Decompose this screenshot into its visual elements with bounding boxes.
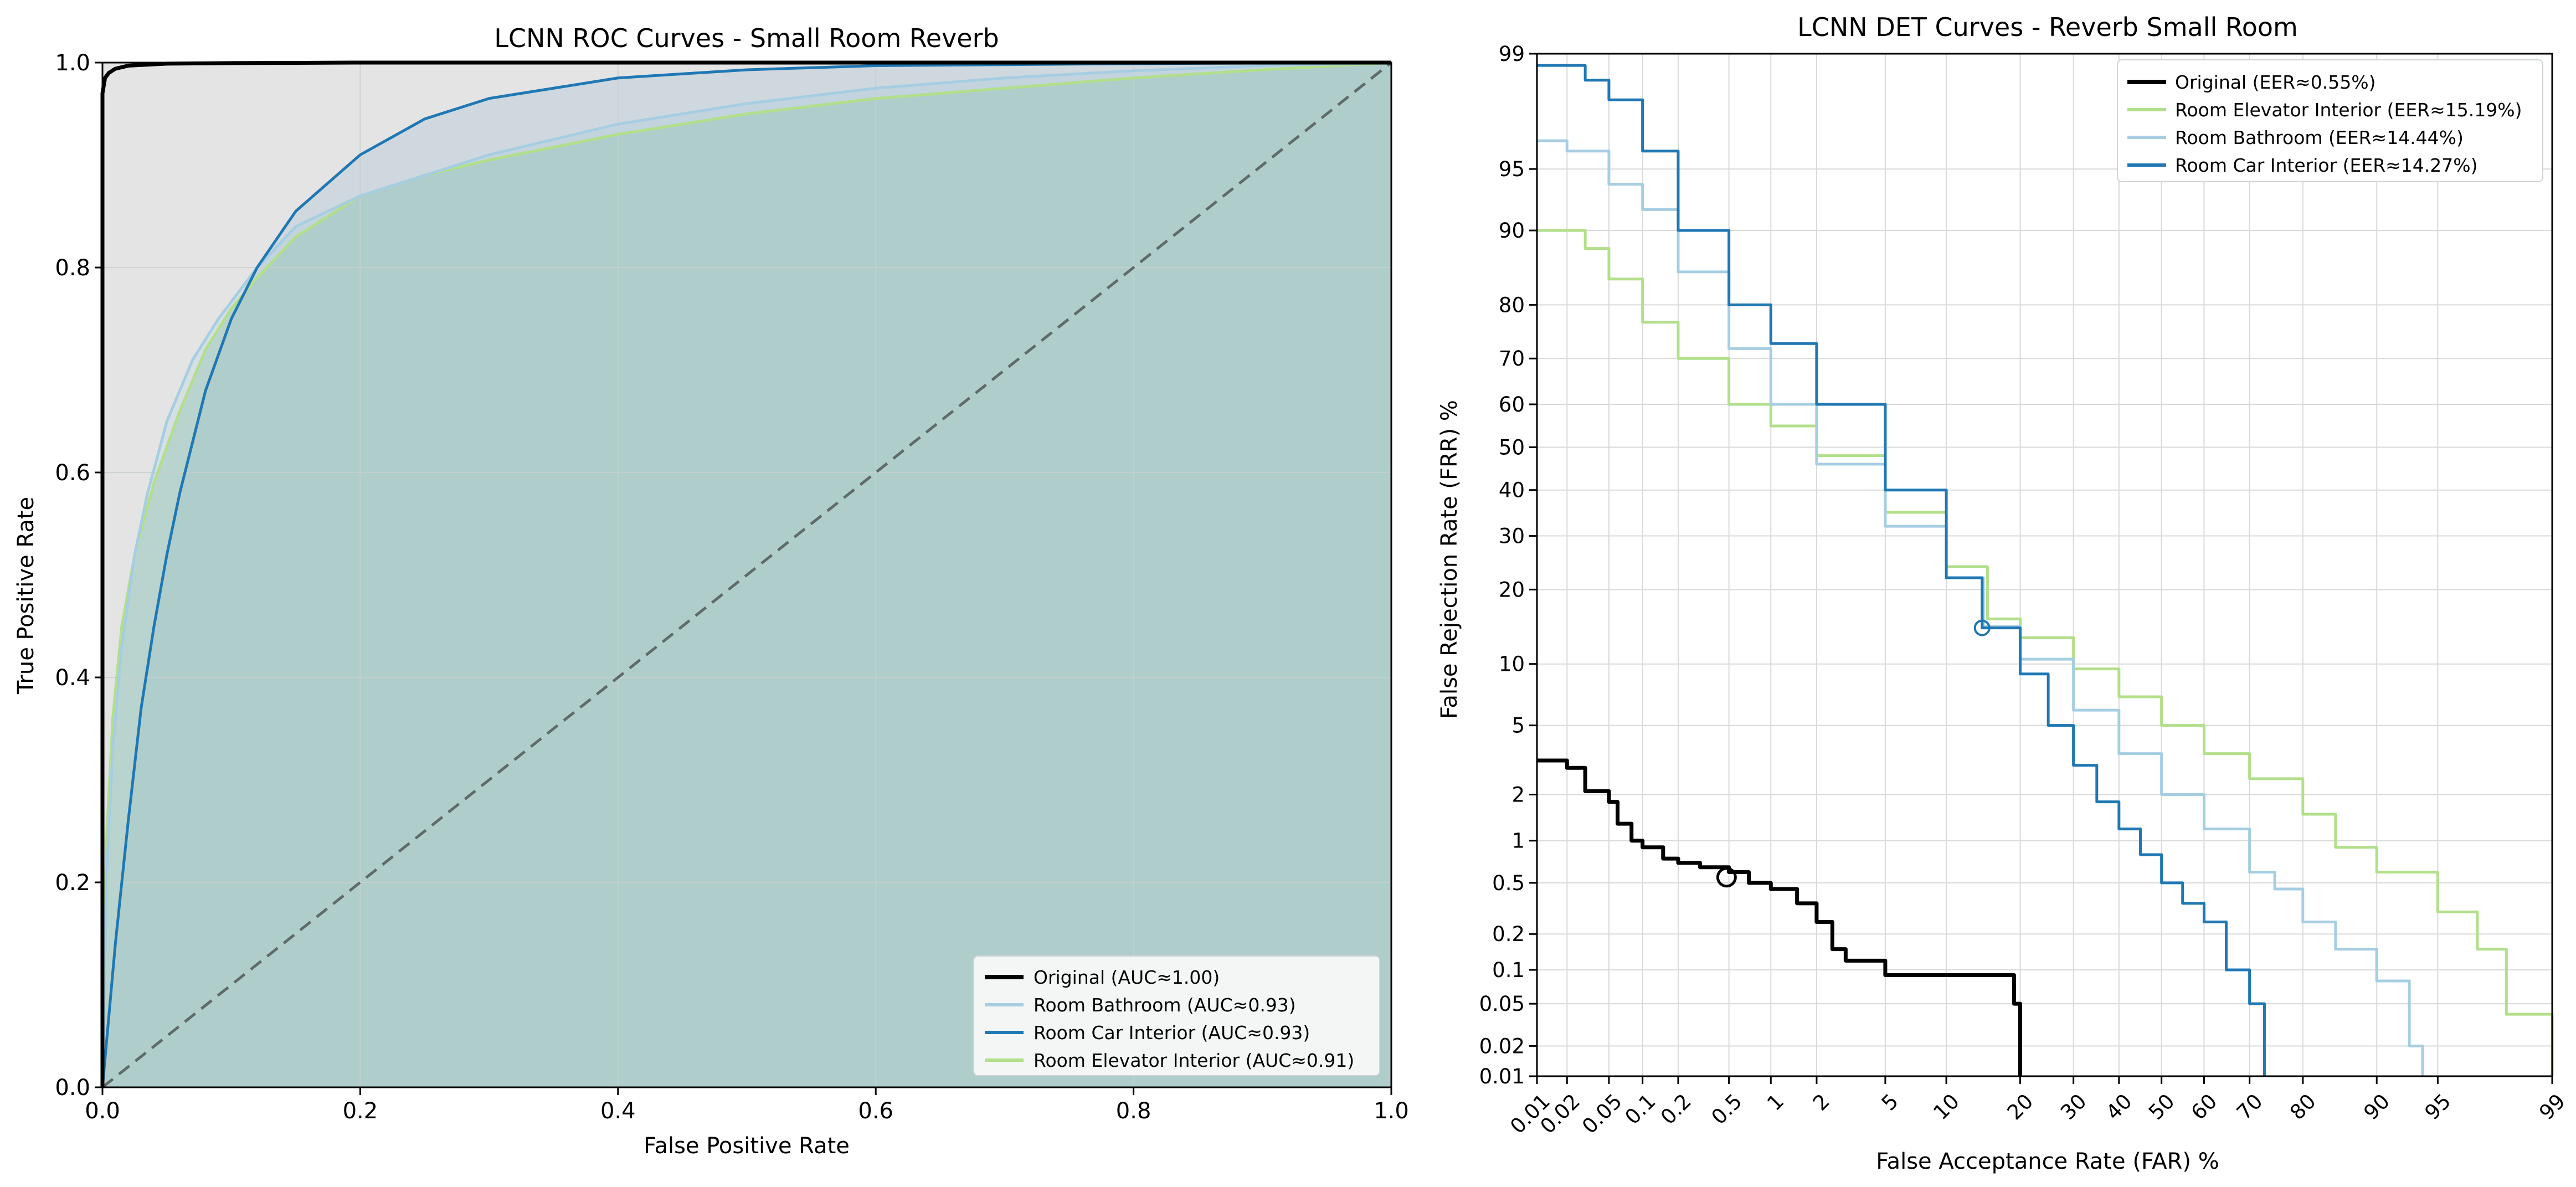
det-axes-frame xyxy=(1536,53,2553,1077)
det-ytick-label: 2 xyxy=(1511,783,1525,806)
det-xtick-label: 2 xyxy=(1808,1090,1834,1116)
det-series-line-0 xyxy=(1537,758,2022,1076)
det-ytick-label: 90 xyxy=(1499,219,1525,243)
det-ytick-label: 1 xyxy=(1511,829,1525,853)
roc-legend-label: Original (AUC≈1.00) xyxy=(1034,967,1220,988)
det-xtick-label: 0.1 xyxy=(1621,1090,1660,1129)
det-xtick-label: 50 xyxy=(2144,1090,2179,1125)
det-series-line-3 xyxy=(1537,64,2266,1076)
roc-xtick-label: 1.0 xyxy=(1374,1098,1409,1124)
roc-series-line-1 xyxy=(101,61,1392,1088)
roc-xtick-label: 0.8 xyxy=(1116,1098,1151,1124)
roc-xtick-label: 0.4 xyxy=(600,1098,636,1124)
roc-xtick-label: 0.0 xyxy=(85,1098,120,1124)
det-legend-label: Room Car Interior (EER≈14.27%) xyxy=(2175,155,2478,176)
det-ytick-label: 60 xyxy=(1499,393,1525,417)
roc-xtick-label: 0.2 xyxy=(343,1098,378,1124)
det-plot-area: 0.010.020.050.10.2 0.5 1 2 5 10 20 30 40 50 60 70 80… xyxy=(1479,42,2570,1138)
det-ytick-label: 30 xyxy=(1499,524,1525,548)
det-ytick-label: 70 xyxy=(1499,347,1525,371)
det-title: LCNN DET Curves - Reverb Small Room xyxy=(1797,12,2298,42)
det-ytick-label: 0.05 xyxy=(1479,992,1525,1016)
roc-legend-label: Room Elevator Interior (AUC≈0.91) xyxy=(1034,1050,1354,1071)
det-ytick-label: 0.1 xyxy=(1492,958,1525,982)
det-xtick-label: 99 xyxy=(2534,1090,2570,1125)
det-ytick-label: 0.5 xyxy=(1492,871,1525,895)
det-xtick-label: 5 xyxy=(1877,1090,1903,1116)
det-xtick-label: 70 xyxy=(2232,1090,2268,1125)
det-ytick-label: 40 xyxy=(1499,479,1525,502)
det-xtick-label: 90 xyxy=(2359,1090,2394,1125)
det-ytick-label: 0.01 xyxy=(1479,1065,1525,1088)
roc-ytick-label: 0.6 xyxy=(55,460,90,486)
roc-ytick-label: 0.8 xyxy=(55,255,90,281)
det-ytick-label: 95 xyxy=(1499,157,1525,181)
det-ytick-label: 80 xyxy=(1499,293,1525,317)
roc-legend-label: Room Bathroom (AUC≈0.93) xyxy=(1034,994,1296,1016)
roc-xtick-label: 0.6 xyxy=(858,1098,893,1124)
det-xtick-label: 40 xyxy=(2101,1090,2137,1125)
det-legend-label: Original (EER≈0.55%) xyxy=(2175,71,2376,93)
det-xlabel: False Acceptance Rate (FAR) % xyxy=(1876,1149,2219,1174)
det-ytick-label: 10 xyxy=(1499,652,1525,676)
det-xtick-label: 0.05 xyxy=(1577,1090,1627,1139)
roc-chance-line xyxy=(101,61,1392,1088)
det-xtick-label: 60 xyxy=(2187,1090,2222,1125)
det-xtick-label: 30 xyxy=(2056,1090,2091,1125)
roc-xlabel: False Positive Rate xyxy=(644,1133,850,1159)
det-xtick-label: 0.2 xyxy=(1656,1090,1696,1129)
det-ytick-label: 0.02 xyxy=(1479,1034,1525,1058)
det-legend-label: Room Bathroom (EER≈14.44%) xyxy=(2175,127,2464,148)
det-ytick-label: 5 xyxy=(1511,714,1525,738)
det-ylabel: False Rejection Rate (FRR) % xyxy=(1437,400,1462,719)
roc-series-line-3 xyxy=(101,61,1392,1088)
det-eer-marker-original xyxy=(1716,867,1737,888)
det-ytick-label: 20 xyxy=(1499,578,1525,602)
det-legend-label: Room Elevator Interior (EER≈15.19%) xyxy=(2175,99,2522,121)
roc-ytick-label: 0.4 xyxy=(55,665,90,691)
roc-series-line-2 xyxy=(101,61,1392,1088)
roc-ytick-label: 1.0 xyxy=(55,50,90,76)
roc-axes-frame xyxy=(101,61,1392,1088)
det-legend xyxy=(2117,59,2543,182)
roc-legend xyxy=(973,955,1380,1076)
roc-ytick-label: 0.2 xyxy=(55,870,90,896)
det-ytick-label: 0.2 xyxy=(1492,922,1525,946)
det-xtick-label: 80 xyxy=(2285,1090,2321,1125)
roc-legend-label: Room Car Interior (AUC≈0.93) xyxy=(1034,1022,1310,1044)
det-xtick-label: 20 xyxy=(2003,1090,2038,1125)
det-xtick-label: 10 xyxy=(1929,1090,1964,1125)
roc-ytick-label: 0.0 xyxy=(55,1075,90,1101)
det-chart: LCNN DET Curves - Reverb Small Room 0.01… xyxy=(1437,12,2570,1174)
roc-plot-area: 0.0 0.2 0.4 0.6 0.8 1.0 0.0 0.2 0.4 0.6 0.8 1.0 Orig… xyxy=(55,50,1408,1124)
det-ytick-label: 50 xyxy=(1499,435,1525,459)
det-xtick-label: 0.5 xyxy=(1707,1090,1747,1129)
det-series-line-1 xyxy=(1537,229,2554,1076)
det-xtick-label: 95 xyxy=(2420,1090,2456,1125)
roc-ylabel: True Positive Rate xyxy=(13,497,39,695)
roc-title: LCNN ROC Curves - Small Room Reverb xyxy=(494,23,999,53)
det-eer-marker-car xyxy=(1973,619,1991,636)
det-plot-bg xyxy=(1537,54,2552,1076)
det-xtick-label: 1 xyxy=(1762,1090,1788,1116)
det-ytick-label: 99 xyxy=(1499,42,1525,66)
roc-chart: LCNN ROC Curves - Small Room Reverb 0.0 0… xyxy=(13,23,1409,1159)
